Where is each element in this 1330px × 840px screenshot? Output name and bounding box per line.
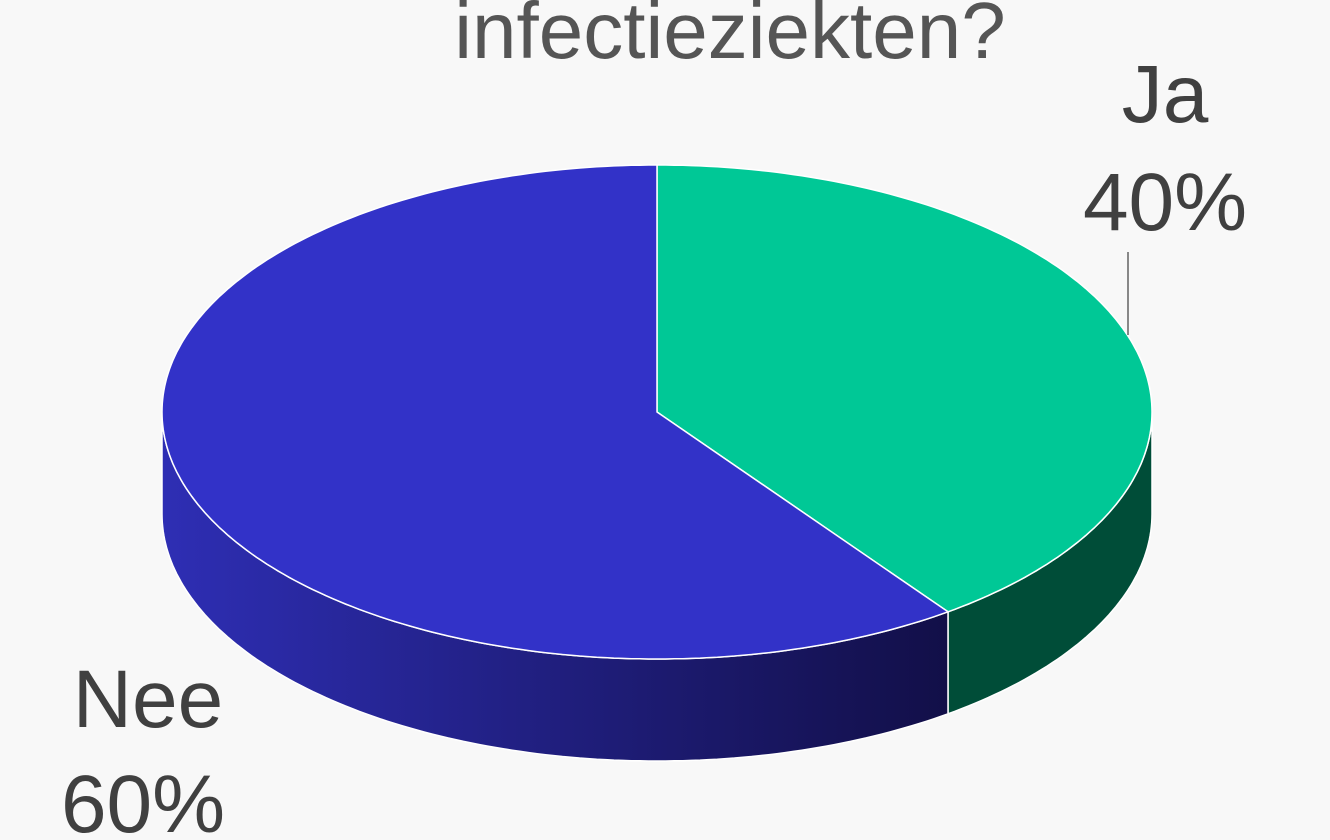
slice [656,164,1153,613]
slice-label: Nee [73,654,223,745]
value-label: 60% [61,759,225,840]
chart-title: infectieziekten? [454,0,1005,75]
slice-label: Ja [1122,49,1209,140]
slice [161,164,950,660]
pie [161,164,1153,762]
value-label: 40% [1083,157,1247,248]
